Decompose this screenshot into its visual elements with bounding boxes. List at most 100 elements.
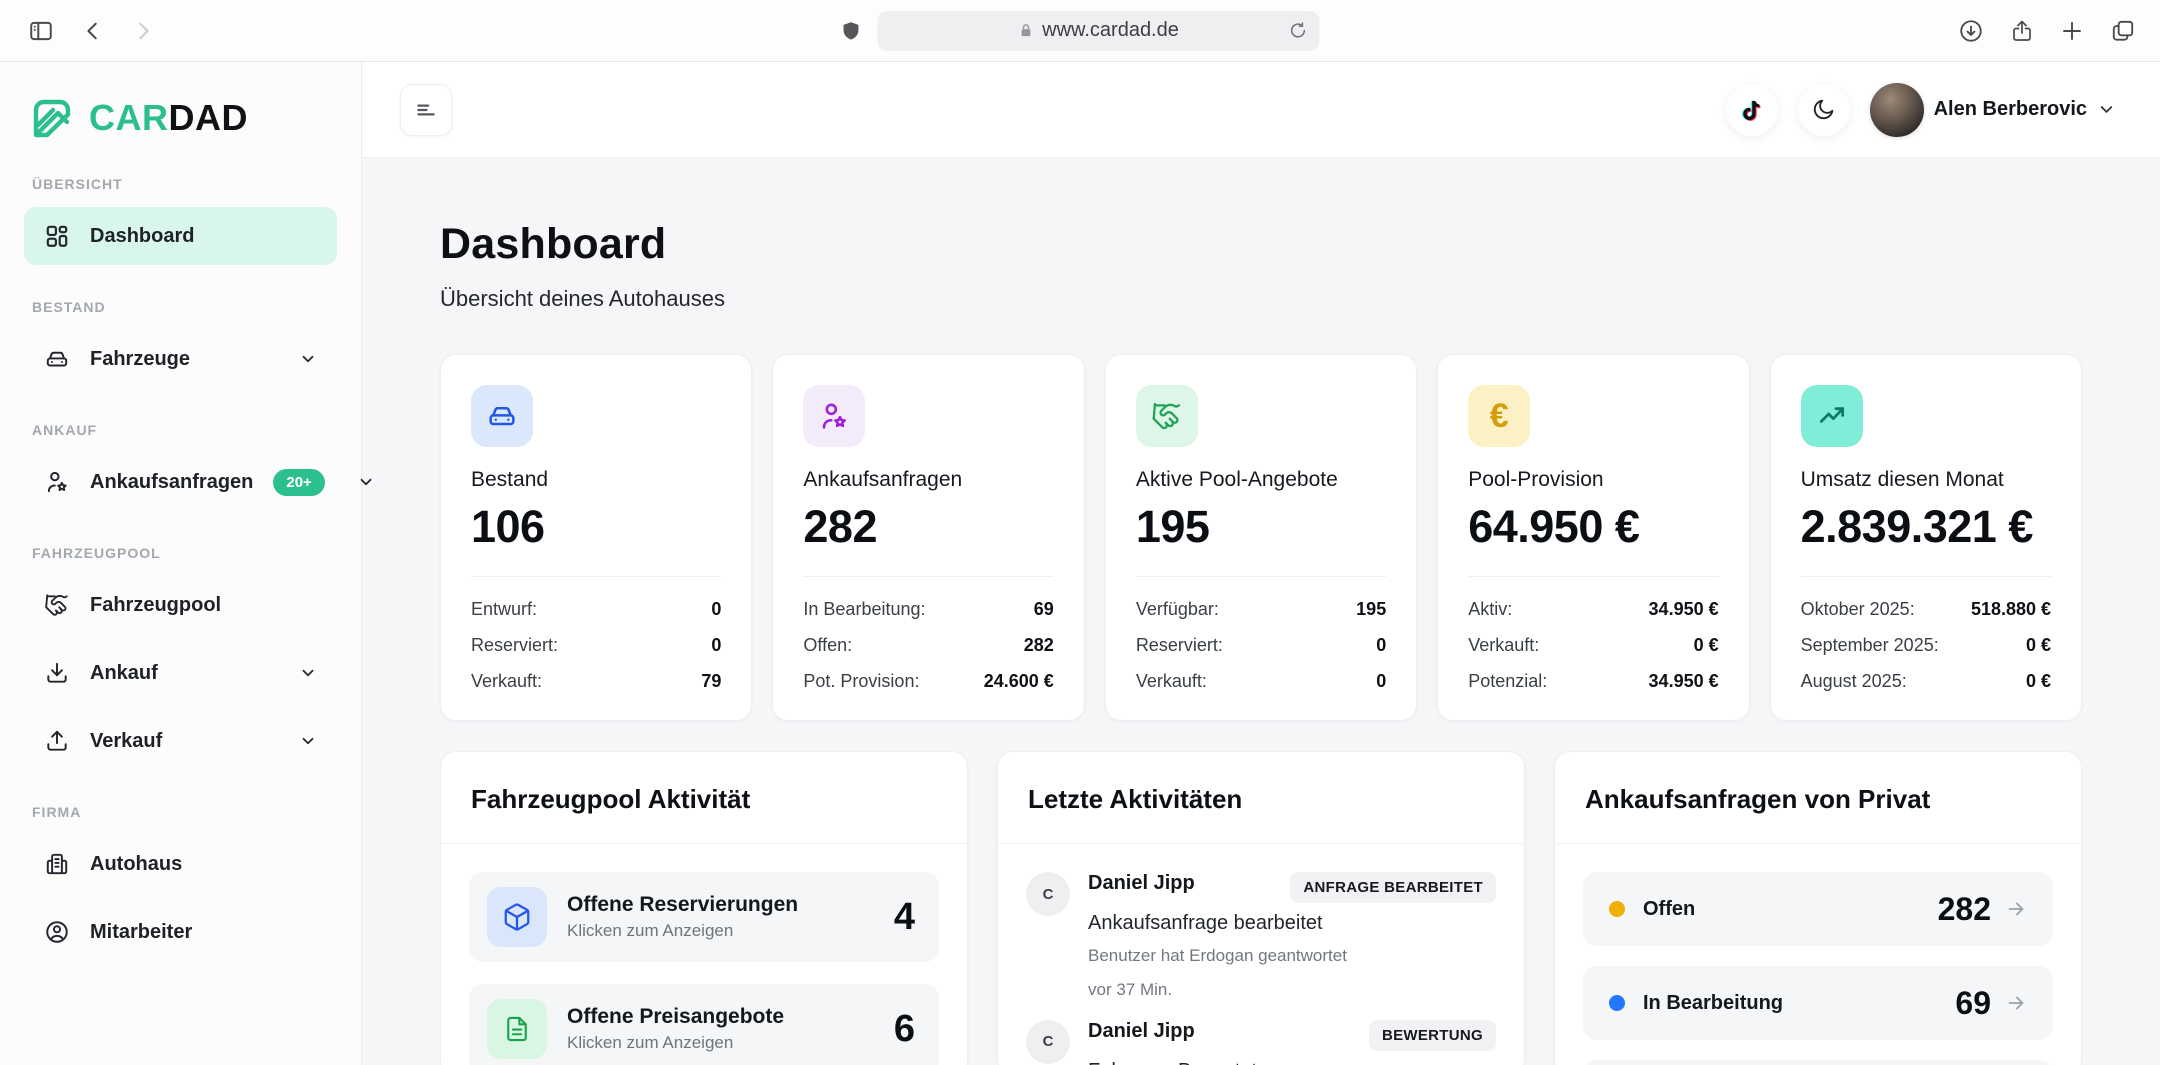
stat-row: In Bearbeitung: 69 [803,599,1054,619]
upload-tray-icon [44,728,70,754]
package-icon [487,887,547,947]
sidebar-item-dashboard[interactable]: Dashboard [24,207,337,265]
activity-time: vor 37 Min. [1088,979,1173,999]
bottom-panels: Fahrzeugpool Aktivität Offene Reservieru… [440,751,2082,1065]
downloads-button[interactable] [1958,18,1984,44]
sidebar-item-autohaus[interactable]: Autohaus [24,835,337,893]
stat-row: Verkauft: 0 € [1468,635,1719,655]
person-star-icon [803,385,866,447]
sidebar-item-mitarbeiter[interactable]: Mitarbeiter [24,903,337,961]
stat-row: Reserviert: 0 [471,635,722,655]
stat-label: Bestand [471,468,549,491]
trend-up-icon [1800,385,1863,447]
panel-title: Letzte Aktivitäten [998,752,1524,844]
back-button[interactable] [82,20,104,42]
stat-row: Verkauft: 79 [471,671,722,691]
logo-text: CARDAD [89,97,248,138]
euro-icon: € [1468,385,1531,447]
chevron-down-icon [299,350,317,368]
row-label: In Bearbeitung [1643,991,1784,1014]
sidebar-item-label: Dashboard [90,224,195,247]
activity-action: Ankaufsanfrage bearbeitet [1088,912,1323,934]
user-menu[interactable]: Alen Berberovic [1869,82,2116,137]
stat-card-bestand: Bestand 106 Entwurf: 0 Reserviert: 0 Verka… [440,354,753,721]
logo[interactable]: CARDAD [28,94,337,142]
section-label-bestand: BESTAND [32,299,106,315]
private-request-row-partial[interactable] [1583,1060,2053,1065]
divider [803,576,1054,577]
pool-activity-row-preisangebote[interactable]: Offene Preisangebote Klicken zum Anzeige… [469,984,939,1065]
stat-row: Verkauft: 0 [1135,671,1387,691]
sidebar-item-label: Ankauf [90,661,158,684]
page-title: Dashboard [440,220,667,268]
share-button[interactable] [2010,18,2034,44]
divider [1800,576,2052,577]
sidebar: CARDAD ÜBERSICHT Dashboard BESTAND Fahrz… [0,62,372,1065]
stat-value: 282 [803,501,877,552]
stat-value: 64.950 € [1468,501,1640,552]
panel-title: Fahrzeugpool Aktivität [441,752,967,844]
download-tray-icon [44,660,70,686]
address-bar[interactable]: www.cardad.de [877,10,1320,51]
row-value: 69 [1955,984,1991,1021]
pool-activity-row-reservierungen[interactable]: Offene Reservierungen Klicken zum Anzeig… [469,872,939,962]
lock-icon [1018,23,1033,38]
private-request-row-offen[interactable]: Offen 282 [1583,872,2053,946]
tab-overview-button[interactable] [2110,18,2136,44]
grid-icon [44,223,70,249]
chevron-down-icon [2097,100,2116,119]
stat-card-ankaufsanfragen: Ankaufsanfragen 282 In Bearbeitung: 69 Of… [772,354,1085,721]
private-request-row-in-bearbeitung[interactable]: In Bearbeitung 69 [1583,966,2053,1040]
sidebar-item-label: Autohaus [90,852,183,875]
stat-label: Ankaufsanfragen [803,468,963,491]
sidebar-item-fahrzeugpool[interactable]: Fahrzeugpool [24,576,337,634]
car-icon [44,346,70,372]
stat-row: Oktober 2025: 518.880 € [1800,599,2052,619]
stat-label: Umsatz diesen Monat [1800,468,2004,491]
stat-cards-row: Bestand 106 Entwurf: 0 Reserviert: 0 Verka… [440,354,2083,721]
building-icon [44,851,70,877]
row-value: 6 [893,1007,915,1050]
sidebar-item-label: Fahrzeugpool [90,593,222,616]
sidebar-item-label: Verkauf [90,729,163,752]
privacy-shield-icon[interactable] [841,19,862,43]
url-text: www.cardad.de [1042,19,1179,41]
menu-toggle-button[interactable] [400,83,452,136]
sidebar-item-ankaufsanfragen[interactable]: Ankaufsanfragen 20+ [24,453,372,511]
avatar: C [1026,872,1070,916]
sidebar-item-label: Mitarbeiter [90,920,193,943]
row-label: Offen [1643,897,1696,920]
reload-icon[interactable] [1289,21,1308,40]
forward-button[interactable] [132,20,154,42]
sidebar-toggle-icon[interactable] [28,18,54,44]
sidebar-item-ankauf[interactable]: Ankauf [24,644,337,702]
activity-action: Fahrzeug Bewertet [1088,1060,1496,1065]
stat-row: August 2025: 0 € [1800,671,2052,691]
user-name: Alen Berberovic [1933,98,2087,120]
arrow-right-icon [2005,898,2027,920]
divider [1468,576,1719,577]
stat-value: 195 [1135,501,1210,552]
panel-private-requests: Ankaufsanfragen von Privat Offen 282 [1554,751,2082,1065]
new-tab-button[interactable] [2060,19,2084,43]
tiktok-button[interactable] [1725,83,1778,136]
handshake-icon [44,592,70,618]
stat-row: Pot. Provision: 24.600 € [803,671,1054,691]
avatar[interactable] [1869,82,1924,137]
row-title: Offene Preisangebote [567,1005,785,1028]
sidebar-item-verkauf[interactable]: Verkauf [24,712,337,770]
avatar: C [1026,1019,1070,1064]
arrow-right-icon [2005,992,2027,1014]
stat-card-pool-angebote: Aktive Pool-Angebote 195 Verfügbar: 195 R… [1104,354,1418,721]
handshake-icon [1135,385,1198,447]
section-label-ankauf: ANKAUF [32,422,98,438]
row-title: Offene Reservierungen [567,893,799,916]
stat-row: Reserviert: 0 [1135,635,1387,655]
browser-toolbar: www.cardad.de [0,0,2160,62]
dark-mode-toggle[interactable] [1797,83,1850,136]
divider [471,576,722,577]
logo-mark-icon [28,94,76,142]
sidebar-item-fahrzeuge[interactable]: Fahrzeuge [24,330,337,388]
person-star-icon [44,469,70,495]
row-value: 4 [893,895,915,938]
